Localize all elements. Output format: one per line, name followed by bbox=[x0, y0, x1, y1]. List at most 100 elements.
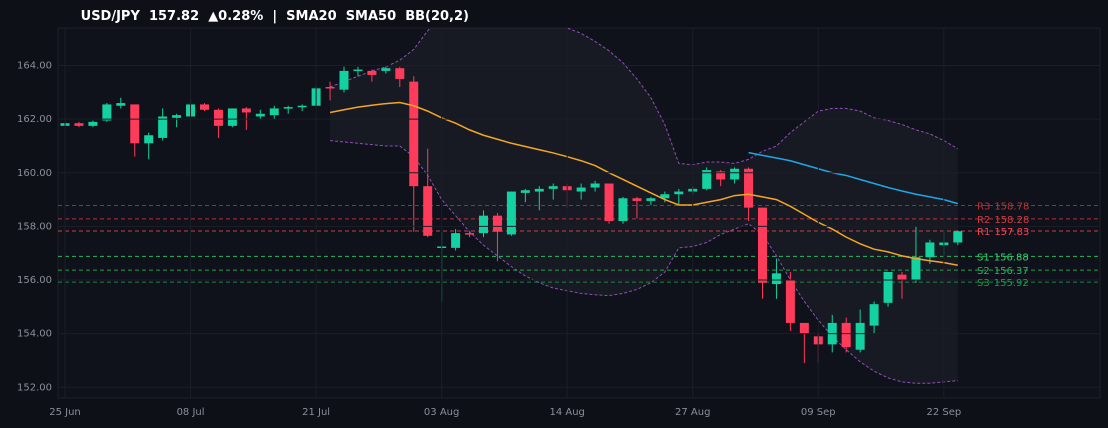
candle-body bbox=[409, 81, 419, 187]
separator: | bbox=[272, 9, 277, 24]
candle-body bbox=[771, 273, 781, 285]
candle-body bbox=[744, 168, 754, 208]
candle-body bbox=[213, 109, 223, 126]
level-name: R3 bbox=[977, 201, 990, 212]
x-tick-label: 25 Jun bbox=[49, 407, 81, 418]
candle-body bbox=[479, 215, 488, 234]
candle-body bbox=[297, 105, 307, 108]
x-tick-label: 03 Aug bbox=[424, 407, 459, 418]
candle-body bbox=[339, 70, 349, 90]
chart-title: USD/JPY 157.82 ▲0.28% | SMA20 SMA50 BB(2… bbox=[58, 9, 483, 24]
candle-body bbox=[897, 274, 907, 281]
candle-body bbox=[520, 190, 530, 193]
candle-body bbox=[590, 183, 600, 188]
indicator: BB(20,2) bbox=[405, 9, 469, 24]
level-name: R1 bbox=[977, 227, 990, 238]
x-tick-label: 08 Jul bbox=[177, 407, 205, 418]
candle-body bbox=[604, 183, 614, 222]
y-tick-label: 162.00 bbox=[17, 114, 52, 125]
y-tick-label: 160.00 bbox=[17, 168, 52, 179]
level-name: R2 bbox=[977, 215, 990, 226]
level-value: 158.78 bbox=[994, 201, 1029, 212]
y-tick-label: 152.00 bbox=[17, 382, 52, 393]
x-tick-label: 14 Aug bbox=[549, 407, 584, 418]
candle-body bbox=[730, 168, 740, 180]
candle-body bbox=[869, 304, 879, 326]
candle-body bbox=[200, 104, 209, 110]
candle-body bbox=[367, 70, 377, 75]
indicator-line bbox=[748, 151, 959, 205]
candle-body bbox=[381, 68, 391, 71]
candle-body bbox=[130, 104, 140, 144]
y-tick-label: 156.00 bbox=[17, 275, 52, 286]
y-tick-label: 154.00 bbox=[17, 329, 52, 340]
x-tick-label: 09 Sep bbox=[801, 407, 836, 418]
x-tick-label: 22 Sep bbox=[926, 407, 961, 418]
candle-body bbox=[953, 231, 963, 243]
level-value: 158.28 bbox=[994, 215, 1029, 226]
candle-body bbox=[702, 170, 712, 189]
level-value: 157.83 bbox=[994, 227, 1029, 238]
candle-body bbox=[74, 123, 84, 126]
candle-body bbox=[548, 186, 558, 189]
price: 157.82 bbox=[149, 9, 199, 24]
candle-body bbox=[492, 215, 502, 232]
candle-body bbox=[855, 322, 865, 350]
candle-body bbox=[269, 108, 279, 116]
indicator: SMA50 bbox=[346, 9, 396, 24]
level-label: S2 156.37 bbox=[977, 266, 1029, 277]
candle-body bbox=[144, 135, 154, 144]
candle-body bbox=[255, 113, 265, 117]
candle-body bbox=[716, 171, 726, 180]
candle-body bbox=[911, 257, 921, 281]
candle-body bbox=[534, 188, 544, 192]
candle-body bbox=[283, 107, 293, 109]
indicator-line bbox=[329, 101, 958, 267]
candle-body bbox=[632, 198, 642, 201]
y-tick-label: 158.00 bbox=[17, 221, 52, 232]
candle-body bbox=[158, 116, 168, 138]
candle-body bbox=[227, 108, 237, 126]
candle-body bbox=[241, 108, 251, 113]
plot-area bbox=[57, 27, 1101, 399]
candle-body bbox=[841, 322, 851, 348]
candle-body bbox=[353, 69, 363, 72]
candle-body bbox=[883, 271, 893, 303]
level-label: R3 158.78 bbox=[977, 201, 1029, 212]
candle-body bbox=[925, 242, 935, 258]
indicator: SMA20 bbox=[286, 9, 336, 24]
candle-body bbox=[451, 233, 461, 248]
level-value: 156.37 bbox=[994, 266, 1029, 277]
y-tick-label: 164.00 bbox=[17, 61, 52, 72]
level-label: R1 157.83 bbox=[977, 227, 1029, 238]
candle-body bbox=[576, 187, 586, 192]
candle-body bbox=[646, 198, 656, 201]
symbol: USD/JPY bbox=[81, 9, 141, 24]
candle-body bbox=[674, 191, 684, 195]
candle-body bbox=[799, 322, 809, 334]
level-name: S2 bbox=[977, 266, 990, 277]
change: ▲0.28% bbox=[208, 9, 263, 24]
x-tick-label: 27 Aug bbox=[675, 407, 710, 418]
candle-body bbox=[465, 233, 475, 235]
candle-body bbox=[785, 280, 795, 323]
candle-body bbox=[116, 103, 126, 106]
candle-body bbox=[325, 86, 335, 89]
candle-body bbox=[423, 186, 433, 236]
candle-body bbox=[88, 121, 98, 126]
level-value: 156.88 bbox=[994, 252, 1029, 263]
level-label: R2 158.28 bbox=[977, 215, 1029, 226]
candle-body bbox=[395, 68, 405, 79]
bb-lower bbox=[330, 140, 958, 384]
candle-body bbox=[618, 198, 628, 222]
level-value: 155.92 bbox=[994, 278, 1029, 289]
candle-body bbox=[172, 115, 182, 118]
level-label: S3 155.92 bbox=[977, 278, 1029, 289]
candle-body bbox=[660, 194, 670, 199]
x-tick-label: 21 Jul bbox=[302, 407, 330, 418]
candle-body bbox=[102, 104, 112, 121]
candle-body bbox=[758, 207, 767, 283]
level-name: S3 bbox=[977, 278, 990, 289]
level-label: S1 156.88 bbox=[977, 252, 1029, 263]
